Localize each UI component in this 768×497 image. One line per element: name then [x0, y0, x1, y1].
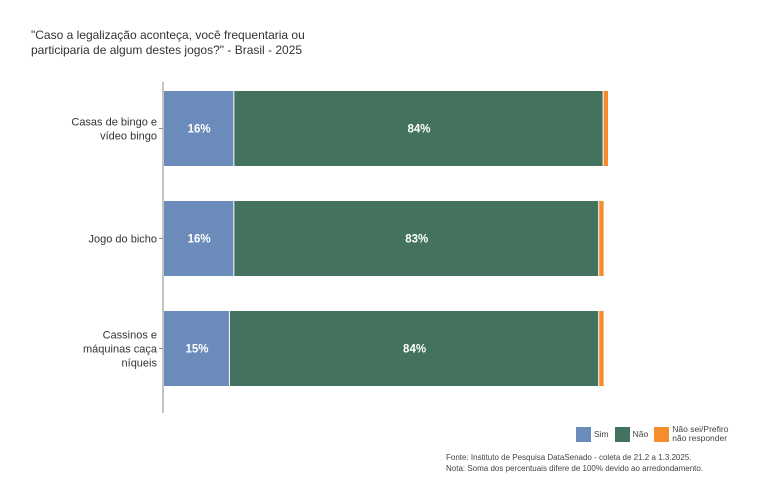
data-label-sim-2: 16%	[188, 234, 211, 246]
bar-n-o-sei-prefiro-n-o-responder-3	[599, 311, 604, 386]
category-label-2: Jogo do bicho	[89, 234, 158, 246]
data-label-n-o-3: 84%	[403, 344, 426, 356]
legend-item-nao-sei: Não sei/Prefiro não responder	[654, 425, 728, 443]
legend: Sim Não Não sei/Prefiro não responder	[576, 425, 734, 443]
legend-swatch-nao-sei	[654, 426, 670, 442]
y-axis-labels: Casas de bingo e vídeo bingo Jogo do bicho…	[71, 117, 163, 370]
data-label-sim-3: 15%	[185, 344, 208, 356]
category-label-line: níqueis	[122, 358, 158, 370]
legend-label-sim: Sim	[594, 428, 609, 439]
data-label-n-o-1: 84%	[407, 124, 430, 136]
category-label-line: Cassinos e	[103, 330, 157, 342]
bar-n-o-sei-prefiro-n-o-responder-1	[603, 91, 608, 166]
bar-sim-1	[164, 91, 234, 166]
legend-item-nao: Não	[614, 426, 649, 442]
bar-n-o-1	[234, 91, 603, 166]
legend-label-nao-sei: Não sei/Prefiro não responder	[672, 425, 728, 443]
legend-label-nao: Não	[632, 428, 649, 439]
bar-n-o-sei-prefiro-n-o-responder-2	[599, 201, 604, 276]
category-label-1: Casas de bingo e vídeo bingo	[71, 117, 157, 143]
bar-n-o-3	[229, 311, 599, 386]
data-label-n-o-2: 83%	[405, 234, 428, 246]
category-label-line: Jogo do bicho	[89, 234, 158, 246]
bar-n-o-2	[234, 201, 599, 276]
bar-sim-2	[164, 201, 234, 276]
legend-label-nao-sei-line1: Não sei/Prefiro	[672, 424, 729, 434]
data-label-sim-1: 16%	[188, 124, 211, 136]
bars-group: 16% 84% 16% 83% 15% 84%	[164, 91, 608, 386]
note-line: Nota: Soma dos percentuais difere de 100…	[446, 464, 704, 473]
bar-sim-3	[164, 311, 229, 386]
legend-item-sim: Sim	[576, 426, 609, 442]
legend-label-nao-sei-line2: não responder	[672, 433, 728, 443]
chart-title: "Caso a legalização aconteça, você frequ…	[31, 28, 305, 57]
category-label-line: vídeo bingo	[100, 131, 157, 143]
category-label-line: Casas de bingo e	[71, 117, 157, 129]
category-label-3: Cassinos e máquinas caça níqueis	[83, 330, 158, 370]
source-note: Fonte: Instituto de Pesquisa DataSenado …	[446, 452, 703, 474]
legend-swatch-sim	[576, 426, 591, 442]
legend-swatch-nao	[614, 426, 630, 442]
source-line: Fonte: Instituto de Pesquisa DataSenado …	[446, 453, 692, 462]
category-label-line: máquinas caça	[83, 344, 158, 356]
